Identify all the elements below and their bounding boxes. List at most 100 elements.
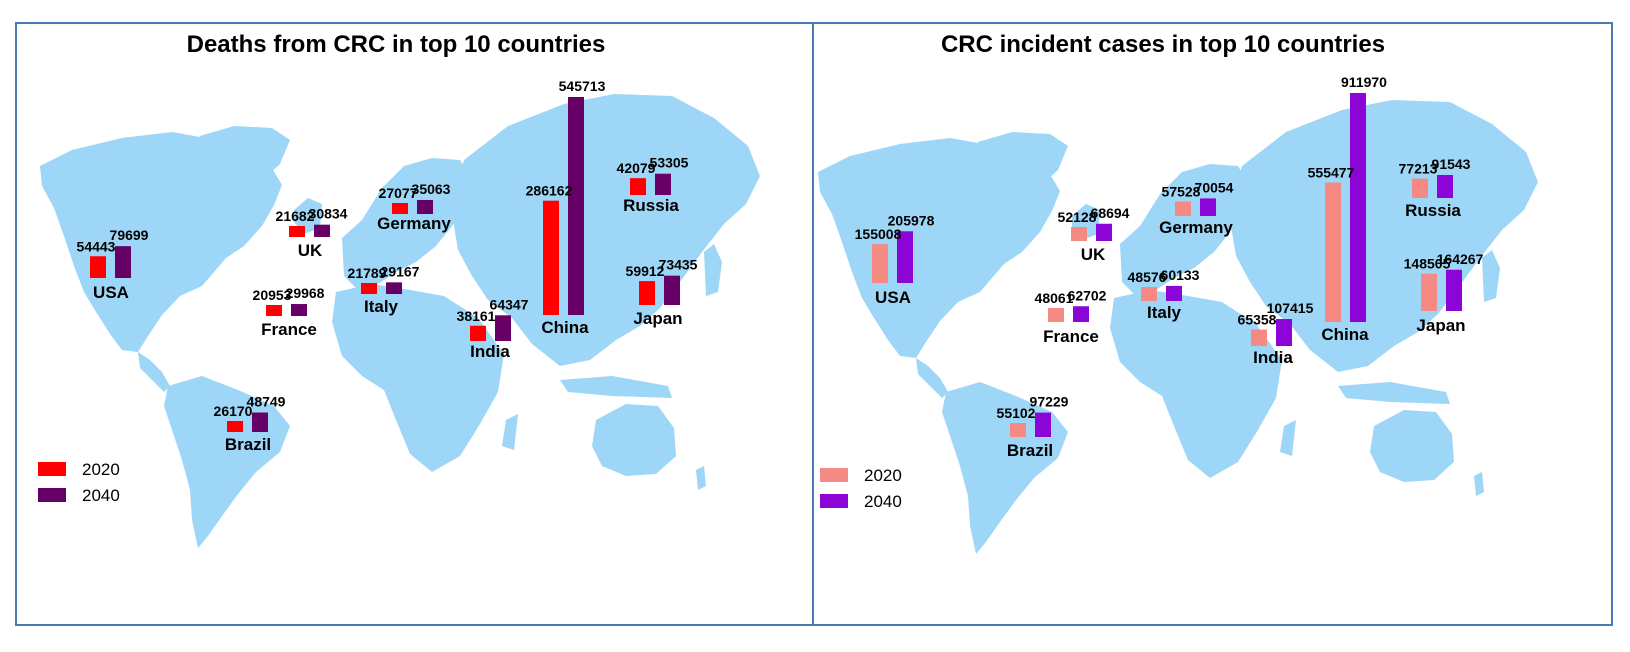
label-2040-russia-chart1: 91543 [1432, 156, 1471, 172]
label-2020-brazil-chart1: 55102 [997, 405, 1036, 421]
country-name-germany-chart1: Germany [1159, 218, 1233, 237]
bar-2020-germany-chart1 [1175, 201, 1191, 216]
bar-2020-china-chart0 [543, 200, 559, 315]
label-2040-france-chart0: 29968 [286, 285, 325, 301]
bar-2040-china-chart1 [1350, 93, 1366, 322]
label-2040-germany-chart0: 35063 [412, 181, 451, 197]
panel-divider [812, 22, 814, 626]
bar-2040-india-chart1 [1276, 319, 1292, 346]
label-2020-india-chart1: 65358 [1238, 312, 1277, 328]
country-name-france-chart0: France [261, 320, 317, 339]
bar-2040-usa-chart1 [897, 231, 913, 283]
bar-2040-usa-chart0 [115, 246, 131, 278]
bar-2020-japan-chart0 [639, 281, 655, 305]
country-name-italy-chart0: Italy [364, 297, 399, 316]
bar-2020-uk-chart1 [1071, 227, 1087, 241]
bar-2020-italy-chart1 [1141, 287, 1157, 301]
legend-swatch-2020-chart1 [820, 468, 848, 482]
label-2020-france-chart0: 20953 [253, 287, 292, 303]
country-name-india-chart1: India [1253, 348, 1293, 367]
legend-swatch-2020-chart0 [38, 462, 66, 476]
country-name-japan-chart1: Japan [1416, 316, 1465, 335]
label-2040-china-chart1: 911970 [1341, 74, 1387, 90]
figure-frame [15, 22, 1613, 626]
bar-2020-brazil-chart1 [1010, 423, 1026, 437]
country-name-russia-chart0: Russia [623, 196, 679, 215]
label-2040-india-chart1: 107415 [1267, 300, 1314, 316]
legend-label-2020-chart0: 2020 [82, 460, 120, 479]
bar-2040-france-chart1 [1073, 306, 1089, 322]
label-2040-japan-chart0: 73435 [659, 257, 698, 273]
legend-label-2040-chart1: 2040 [864, 492, 902, 511]
label-2020-germany-chart1: 57528 [1162, 184, 1201, 200]
country-name-france-chart1: France [1043, 327, 1099, 346]
bar-2040-japan-chart0 [664, 275, 680, 305]
bar-2020-usa-chart0 [90, 256, 106, 278]
label-2020-italy-chart0: 21789 [348, 265, 387, 281]
label-2020-russia-chart1: 77213 [1399, 161, 1438, 177]
bar-2040-brazil-chart0 [252, 412, 268, 432]
bar-2020-india-chart1 [1251, 329, 1267, 346]
label-2020-brazil-chart0: 26170 [214, 403, 253, 419]
bar-2040-italy-chart1 [1166, 285, 1182, 301]
bar-2040-russia-chart0 [655, 173, 671, 195]
bar-2020-russia-chart1 [1412, 178, 1428, 198]
legend-swatch-2040-chart0 [38, 488, 66, 502]
country-name-brazil-chart0: Brazil [225, 435, 271, 454]
bar-2020-japan-chart1 [1421, 273, 1437, 311]
bar-2040-china-chart0 [568, 97, 584, 315]
label-2040-usa-chart1: 205978 [888, 212, 935, 228]
country-name-uk-chart1: UK [1081, 245, 1106, 264]
legend-label-2020-chart1: 2020 [864, 466, 902, 485]
bar-2020-brazil-chart0 [227, 421, 243, 432]
bar-2020-italy-chart0 [361, 283, 377, 294]
bar-2040-italy-chart0 [386, 282, 402, 294]
label-2020-uk-chart1: 52128 [1058, 209, 1097, 225]
label-2040-uk-chart0: 30834 [309, 206, 348, 222]
label-2020-france-chart1: 48061 [1035, 290, 1074, 306]
bar-2020-germany-chart0 [392, 203, 408, 214]
bar-2020-china-chart1 [1325, 182, 1341, 322]
label-2020-japan-chart0: 59912 [626, 263, 665, 279]
label-2040-italy-chart0: 29167 [381, 263, 420, 279]
country-name-germany-chart0: Germany [377, 214, 451, 233]
label-2040-russia-chart0: 53305 [650, 155, 689, 171]
label-2020-uk-chart0: 21682 [276, 208, 315, 224]
bar-2020-usa-chart1 [872, 244, 888, 283]
country-name-russia-chart1: Russia [1405, 201, 1461, 220]
country-name-usa-chart0: USA [93, 283, 129, 302]
label-2040-usa-chart0: 79699 [110, 227, 149, 243]
label-2020-usa-chart1: 155008 [855, 226, 902, 242]
bar-2040-japan-chart1 [1446, 269, 1462, 311]
country-name-china-chart0: China [541, 318, 589, 337]
chart-title-incidence: CRC incident cases in top 10 countries [941, 31, 1385, 58]
label-2040-india-chart0: 64347 [490, 296, 529, 312]
label-2040-germany-chart1: 70054 [1195, 179, 1234, 195]
label-2040-china-chart0: 545713 [559, 78, 606, 94]
label-2040-france-chart1: 62702 [1068, 287, 1107, 303]
label-2040-uk-chart1: 68694 [1091, 205, 1130, 221]
label-2020-russia-chart0: 42079 [617, 160, 656, 176]
bar-2040-germany-chart0 [417, 199, 433, 214]
label-2040-italy-chart1: 60133 [1161, 267, 1200, 283]
bar-2040-india-chart0 [495, 315, 511, 341]
bar-2020-india-chart0 [470, 325, 486, 341]
country-name-italy-chart1: Italy [1147, 303, 1182, 322]
label-2020-japan-chart1: 148505 [1404, 256, 1451, 272]
bar-2020-france-chart1 [1048, 308, 1064, 322]
country-name-japan-chart0: Japan [633, 309, 682, 328]
bar-2040-france-chart0 [291, 304, 307, 316]
country-name-usa-chart1: USA [875, 288, 911, 307]
label-2020-usa-chart0: 54443 [77, 238, 116, 254]
label-2040-brazil-chart0: 48749 [247, 394, 286, 410]
bar-2020-uk-chart0 [289, 226, 305, 237]
legend-swatch-2040-chart1 [820, 494, 848, 508]
country-name-uk-chart0: UK [298, 241, 323, 260]
label-2020-china-chart1: 555477 [1308, 165, 1355, 181]
label-2020-italy-chart1: 48576 [1128, 269, 1167, 285]
bar-2040-russia-chart1 [1437, 175, 1453, 198]
country-name-china-chart1: China [1321, 325, 1369, 344]
bar-2040-brazil-chart1 [1035, 412, 1051, 437]
legend-label-2040-chart0: 2040 [82, 486, 120, 505]
